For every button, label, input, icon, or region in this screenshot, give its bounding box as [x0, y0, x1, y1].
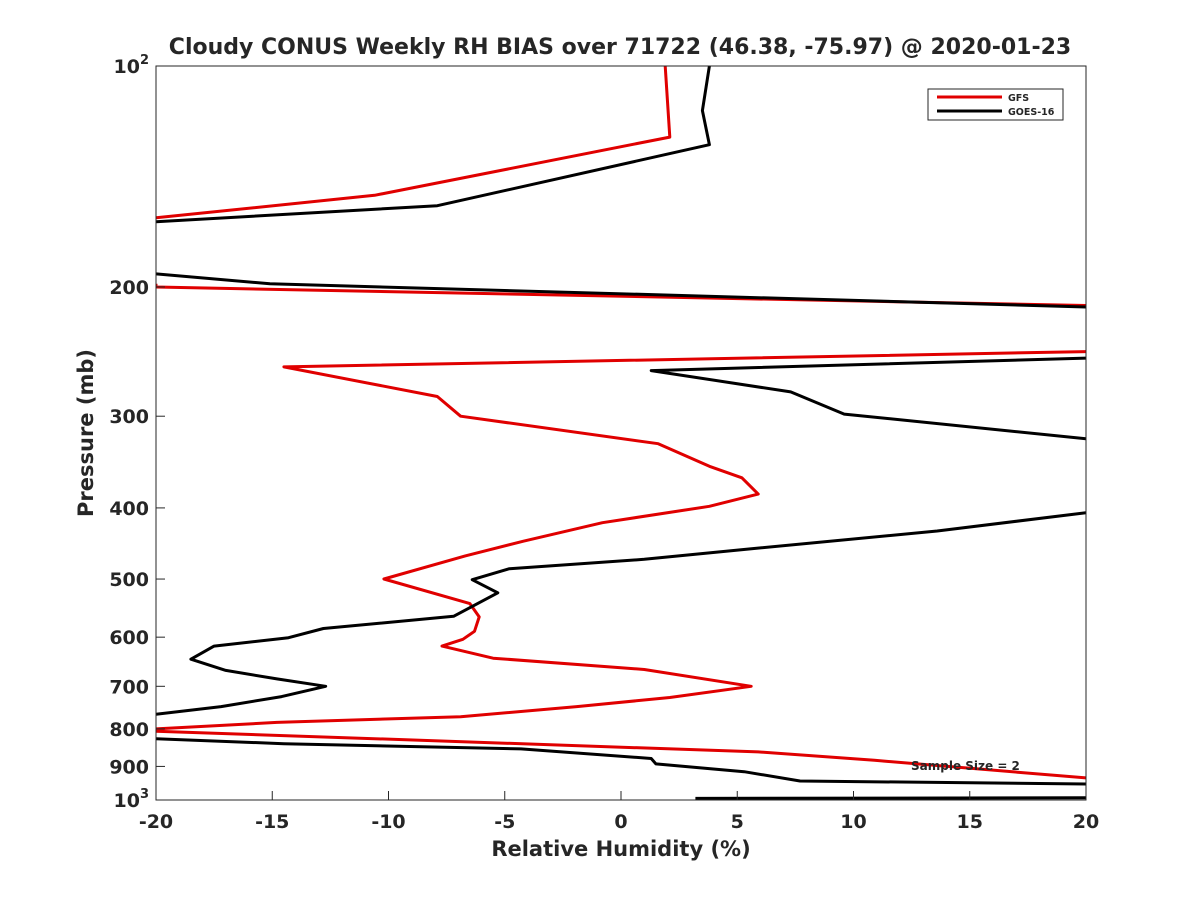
legend: GFS GOES-16 — [927, 88, 1064, 121]
legend-box — [927, 88, 1064, 121]
y-tick-label: 600 — [109, 627, 149, 649]
legend-label-gfs: GFS — [1008, 93, 1029, 104]
x-tick-label: -15 — [255, 811, 289, 833]
y-axis-label: Pressure (mb) — [74, 349, 98, 517]
x-tick-label: -20 — [139, 811, 173, 833]
y-tick-label: 103 — [114, 787, 150, 812]
plot-area: -20 -15 -10 -5 0 5 10 15 20 102 200 300 400 500 600 700… — [109, 53, 1099, 833]
plot-frame — [155, 65, 1087, 801]
series-line-gfs — [156, 66, 1086, 780]
y-tick-label: 400 — [109, 498, 149, 520]
y-tick-label: 800 — [109, 719, 149, 741]
x-tick-label: 0 — [614, 811, 627, 833]
x-tick-label: -5 — [494, 811, 515, 833]
x-tick-label: -10 — [371, 811, 405, 833]
y-tick-label: 300 — [109, 406, 149, 428]
y-tick-label: 500 — [109, 569, 149, 591]
x-tick-label: 15 — [957, 811, 983, 833]
x-tick-label: 10 — [840, 811, 866, 833]
y-tick-label: 200 — [109, 277, 149, 299]
sample-size-annotation: Sample Size = 2 — [911, 759, 1020, 773]
axis-ticks: -20 -15 -10 -5 0 5 10 15 20 102 200 300 400 500 600 700… — [109, 53, 1099, 833]
series-layer — [156, 66, 1086, 800]
y-tick-label: 900 — [109, 756, 149, 778]
chart-title: Cloudy CONUS Weekly RH BIAS over 71722 (… — [169, 35, 1071, 60]
series-line-goes16 — [156, 66, 1086, 800]
legend-label-goes16: GOES-16 — [1008, 107, 1055, 118]
y-tick-label: 700 — [109, 676, 149, 698]
x-tick-label: 20 — [1073, 811, 1099, 833]
x-axis-label: Relative Humidity (%) — [491, 837, 750, 861]
y-tick-label: 102 — [114, 53, 150, 78]
x-tick-label: 5 — [731, 811, 744, 833]
